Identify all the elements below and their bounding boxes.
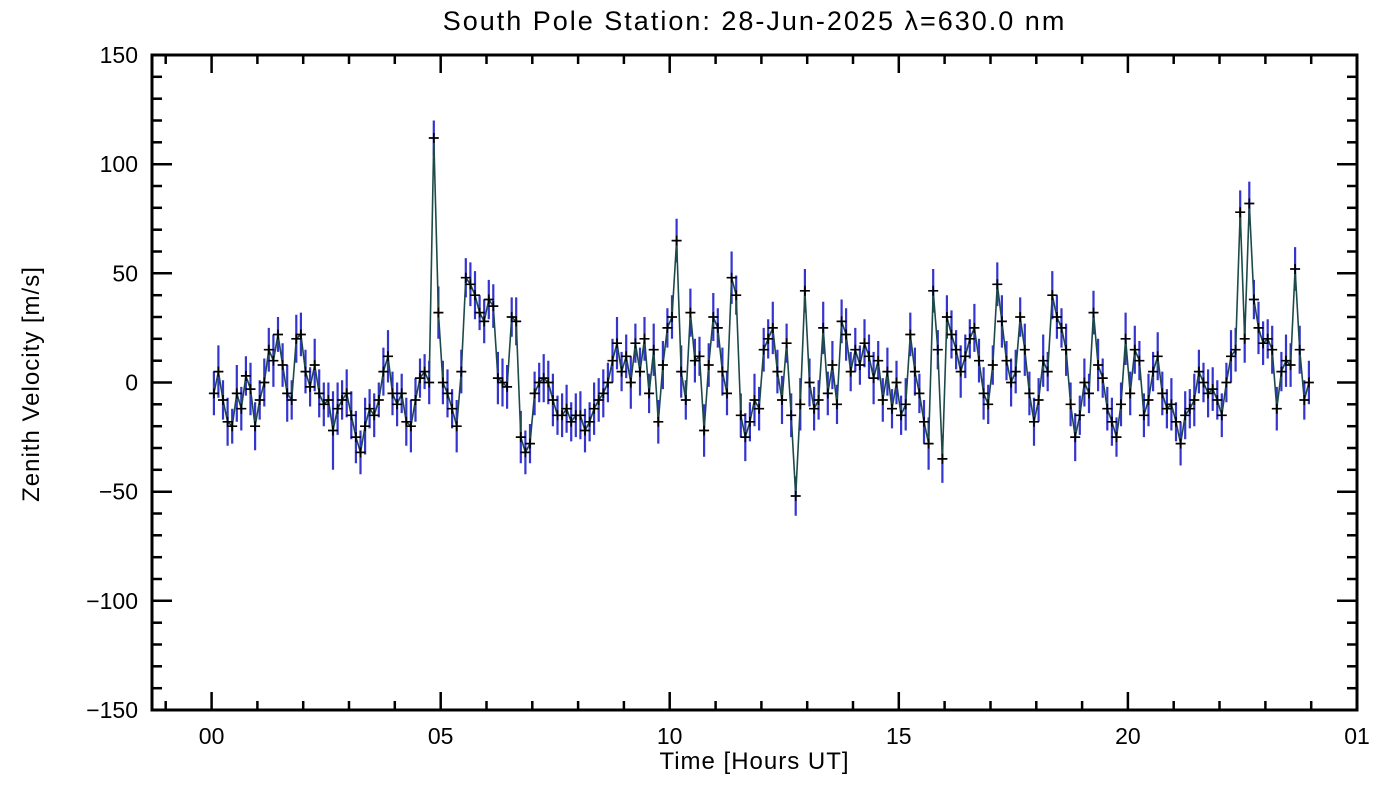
x-tick-label: 05 [428,723,454,749]
y-tick-label: 50 [112,260,138,286]
chart-title: South Pole Station: 28-Jun-2025 λ=630.0 … [442,6,1067,36]
data-markers [208,133,1314,501]
x-tick-label: 00 [199,723,225,749]
x-tick-labels: 00 05 10 15 20 01 [199,723,1370,749]
x-tick-label: 01 [1344,723,1370,749]
x-axis-ticks [164,55,1359,710]
y-tick-label: −100 [86,588,138,614]
y-tick-label: −50 [99,479,138,505]
x-tick-label: 15 [886,723,912,749]
y-tick-label: 100 [100,151,138,177]
y-tick-label: 0 [125,370,138,396]
y-tick-label: −150 [86,697,138,723]
x-axis-label: Time [Hours UT] [659,748,850,775]
x-tick-label: 20 [1115,723,1141,749]
y-axis-ticks [152,53,1357,712]
data-line [213,137,1310,497]
x-tick-label: 10 [657,723,683,749]
y-tick-label: 150 [100,42,138,68]
error-bars [212,120,1310,516]
y-tick-labels: −150 −100 −50 0 50 100 150 [86,42,138,723]
